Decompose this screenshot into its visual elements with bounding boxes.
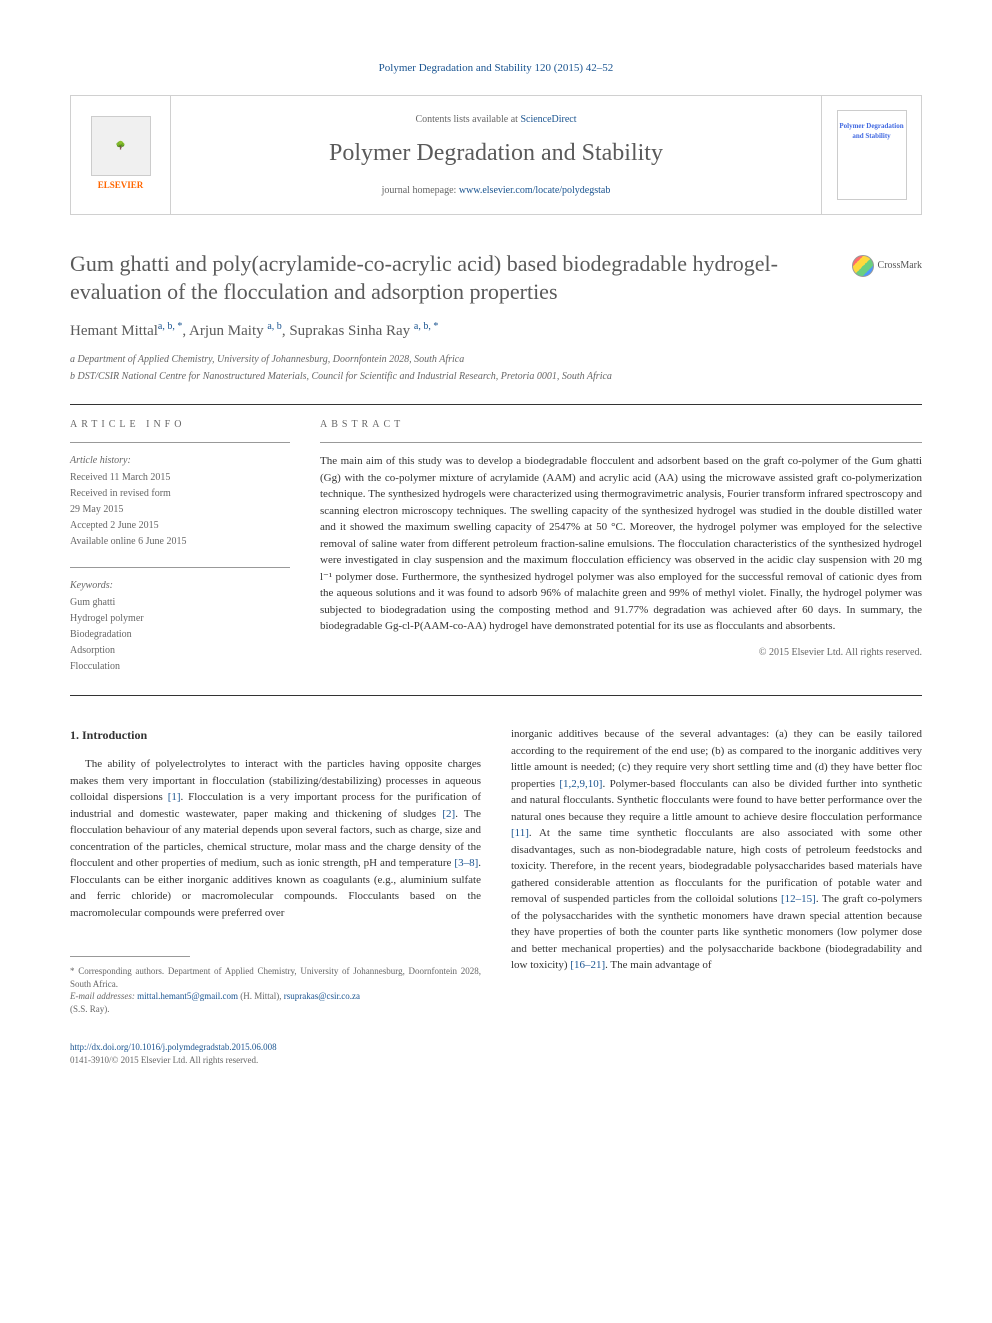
keyword-item: Gum ghatti	[70, 595, 290, 610]
intro-paragraph: The ability of polyelectrolytes to inter…	[70, 756, 481, 921]
ref-link[interactable]: [1]	[168, 791, 181, 803]
article-info-column: ARTICLE INFO Article history: Received 1…	[70, 417, 290, 675]
history-item: Available online 6 June 2015	[70, 534, 290, 549]
article-info-header: ARTICLE INFO	[70, 417, 290, 432]
body-divider	[70, 695, 922, 696]
elsevier-tree-icon: 🌳	[91, 116, 151, 176]
email-footnote: E-mail addresses: mittal.hemant5@gmail.c…	[70, 990, 481, 1015]
keywords-block: Keywords: Gum ghatti Hydrogel polymer Bi…	[70, 567, 290, 674]
history-item: Received 11 March 2015	[70, 470, 290, 485]
ref-link[interactable]: [12–15]	[781, 893, 816, 905]
sciencedirect-link[interactable]: ScienceDirect	[520, 114, 576, 125]
authors: Hemant Mittala, b, *, Arjun Maity a, b, …	[70, 319, 922, 343]
affiliations: a Department of Applied Chemistry, Unive…	[70, 352, 922, 384]
bottom-info: http://dx.doi.org/10.1016/j.polymdegrads…	[70, 1041, 481, 1068]
homepage-prefix: journal homepage:	[382, 185, 459, 196]
author-3: , Suprakas Sinha Ray	[282, 323, 414, 339]
keywords-label: Keywords:	[70, 578, 290, 593]
author-2: , Arjun Maity	[182, 323, 267, 339]
email-1-suffix: (H. Mittal),	[238, 991, 284, 1001]
text: . The main advantage of	[605, 959, 711, 971]
email-1[interactable]: mittal.hemant5@gmail.com	[137, 991, 238, 1001]
footnote-divider	[70, 956, 190, 957]
abstract-copyright: © 2015 Elsevier Ltd. All rights reserved…	[320, 645, 922, 660]
author-1-sup: a, b, *	[158, 321, 182, 332]
history-label: Article history:	[70, 453, 290, 468]
history-item: Received in revised form	[70, 486, 290, 501]
keywords-divider	[70, 567, 290, 568]
contents-prefix: Contents lists available at	[415, 114, 520, 125]
header-center: Contents lists available at ScienceDirec…	[171, 96, 821, 214]
abstract-column: ABSTRACT The main aim of this study was …	[320, 417, 922, 675]
issn-copyright: 0141-3910/© 2015 Elsevier Ltd. All right…	[70, 1054, 481, 1068]
email-label: E-mail addresses:	[70, 991, 137, 1001]
contents-line: Contents lists available at ScienceDirec…	[415, 112, 576, 127]
ref-link[interactable]: [16–21]	[570, 959, 605, 971]
corresponding-footnote: * Corresponding authors. Department of A…	[70, 965, 481, 990]
right-column: inorganic additives because of the sever…	[511, 726, 922, 1067]
journal-cover[interactable]: Polymer Degradation and Stability	[821, 96, 921, 214]
article-title: Gum ghatti and poly(acrylamide-co-acryli…	[70, 250, 922, 307]
cover-thumbnail: Polymer Degradation and Stability	[837, 110, 907, 200]
intro-paragraph-cont: inorganic additives because of the sever…	[511, 726, 922, 974]
ref-link[interactable]: [3–8]	[454, 857, 478, 869]
keyword-item: Hydrogel polymer	[70, 611, 290, 626]
history-item: 29 May 2015	[70, 502, 290, 517]
homepage-link[interactable]: www.elsevier.com/locate/polydegstab	[459, 185, 611, 196]
abstract-text: The main aim of this study was to develo…	[320, 453, 922, 635]
email-2[interactable]: rsuprakas@csir.co.za	[284, 991, 360, 1001]
info-divider	[70, 442, 290, 443]
email-2-suffix: (S.S. Ray).	[70, 1004, 110, 1014]
keyword-item: Flocculation	[70, 659, 290, 674]
elsevier-text: ELSEVIER	[98, 179, 144, 193]
author-2-sup: a, b	[267, 321, 281, 332]
left-column: 1. Introduction The ability of polyelect…	[70, 726, 481, 1067]
ref-link[interactable]: [2]	[442, 808, 455, 820]
author-3-sup: a, b, *	[414, 321, 438, 332]
affiliation-a: a Department of Applied Chemistry, Unive…	[70, 352, 922, 367]
abstract-divider	[320, 442, 922, 443]
ref-link[interactable]: [11]	[511, 827, 529, 839]
journal-homepage: journal homepage: www.elsevier.com/locat…	[382, 183, 611, 198]
elsevier-logo[interactable]: 🌳 ELSEVIER	[71, 96, 171, 214]
intro-title: 1. Introduction	[70, 726, 481, 744]
crossmark-badge[interactable]: CrossMark	[852, 255, 922, 277]
crossmark-label: CrossMark	[878, 258, 922, 273]
abstract-header: ABSTRACT	[320, 417, 922, 432]
divider-top	[70, 404, 922, 405]
crossmark-icon	[852, 255, 874, 277]
doi-link[interactable]: http://dx.doi.org/10.1016/j.polymdegrads…	[70, 1041, 481, 1055]
ref-link[interactable]: [1,2,9,10]	[559, 778, 602, 790]
history-item: Accepted 2 June 2015	[70, 518, 290, 533]
journal-header: 🌳 ELSEVIER Contents lists available at S…	[70, 95, 922, 215]
meta-row: ARTICLE INFO Article history: Received 1…	[70, 417, 922, 675]
author-1: Hemant Mittal	[70, 323, 158, 339]
journal-reference[interactable]: Polymer Degradation and Stability 120 (2…	[70, 60, 922, 77]
body-content: 1. Introduction The ability of polyelect…	[70, 726, 922, 1067]
keyword-item: Biodegradation	[70, 627, 290, 642]
journal-name: Polymer Degradation and Stability	[329, 135, 663, 171]
keyword-item: Adsorption	[70, 643, 290, 658]
affiliation-b: b DST/CSIR National Centre for Nanostruc…	[70, 369, 922, 384]
